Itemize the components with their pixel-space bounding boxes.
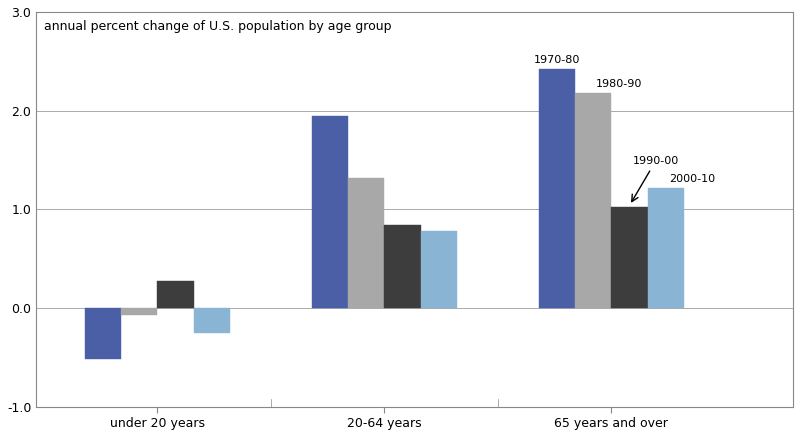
Bar bbox=[538, 69, 575, 308]
Bar bbox=[348, 178, 384, 308]
Text: 2000-10: 2000-10 bbox=[669, 173, 715, 184]
Bar bbox=[421, 231, 457, 308]
Bar bbox=[158, 281, 194, 308]
Bar bbox=[312, 115, 348, 308]
Text: 1980-90: 1980-90 bbox=[596, 79, 642, 89]
Bar bbox=[648, 187, 684, 308]
Bar bbox=[384, 225, 421, 308]
Bar bbox=[121, 308, 158, 315]
Text: annual percent change of U.S. population by age group: annual percent change of U.S. population… bbox=[44, 20, 391, 33]
Bar bbox=[575, 93, 611, 308]
Bar bbox=[611, 207, 648, 308]
Text: 1990-00: 1990-00 bbox=[632, 156, 679, 201]
Text: 1970-80: 1970-80 bbox=[534, 55, 580, 65]
Bar bbox=[85, 308, 121, 359]
Bar bbox=[194, 308, 230, 333]
